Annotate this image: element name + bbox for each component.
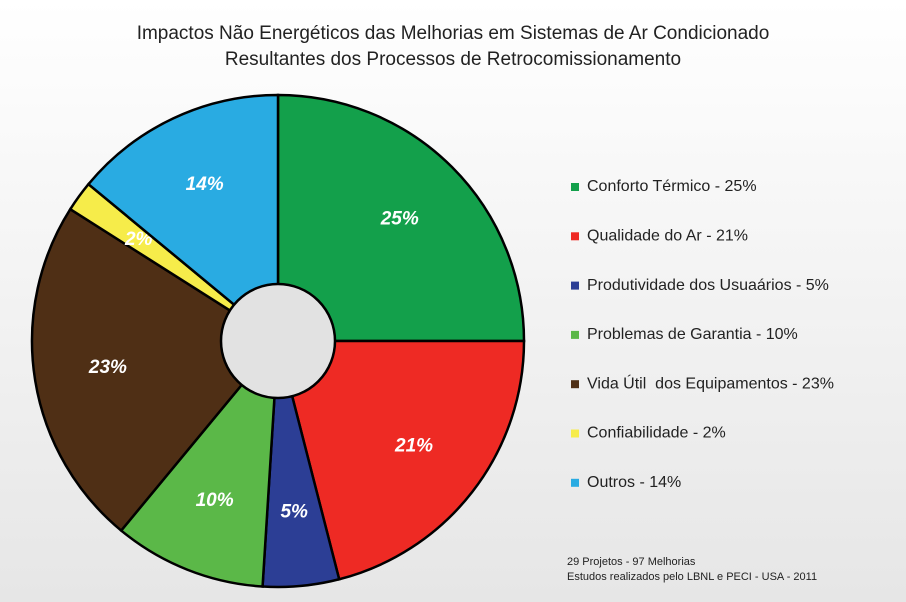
- legend-label: Qualidade do Ar - 21%: [587, 228, 748, 245]
- pie-slice: [276, 339, 526, 581]
- legend-swatch: [571, 478, 579, 487]
- pie-slice: [86, 93, 280, 344]
- data-label: 10%: [196, 490, 234, 511]
- chart-title: Impactos Não Energéticos das Melhorias e…: [137, 23, 770, 44]
- pie-slice: [119, 337, 280, 588]
- legend-swatch: [571, 429, 579, 438]
- data-label: 2%: [124, 229, 153, 250]
- pie-slice: [30, 207, 280, 533]
- legend-label: Problemas de Garantia - 10%: [587, 326, 798, 343]
- annotation: 29 Projetos - 97 Melhorias: [567, 556, 696, 568]
- legend-label: Outros - 14%: [587, 474, 681, 491]
- legend-label: Vida Útil dos Equipamentos - 23%: [587, 373, 834, 392]
- annotation: Estudos realizados pelo LBNL e PECI - US…: [567, 571, 817, 583]
- legend-label: Produtividade dos Usuaários - 5%: [587, 277, 829, 294]
- donut-hole: [219, 282, 337, 400]
- data-label: 25%: [380, 208, 419, 229]
- data-label: 23%: [88, 357, 127, 378]
- pie-slice: [276, 93, 526, 343]
- data-label: 21%: [394, 436, 433, 457]
- legend-swatch: [571, 380, 579, 389]
- legend-swatch: [571, 281, 579, 290]
- legend-label: Conforto Térmico - 25%: [587, 178, 757, 195]
- legend-swatch: [571, 183, 579, 191]
- chart-subtitle: Resultantes dos Processos de Retrocomiss…: [225, 49, 681, 70]
- data-label: 14%: [186, 174, 224, 195]
- legend-label: Confiabilidade - 2%: [587, 425, 726, 442]
- legend-swatch: [571, 232, 579, 241]
- legend-swatch: [571, 330, 579, 339]
- data-label: 5%: [280, 501, 308, 522]
